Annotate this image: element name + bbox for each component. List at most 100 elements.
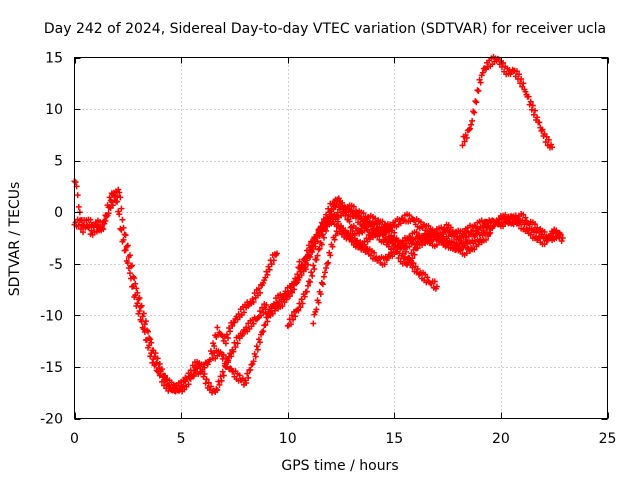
data-point <box>179 383 186 390</box>
data-point <box>225 359 232 366</box>
data-point <box>287 284 294 291</box>
data-point <box>296 258 303 265</box>
data-point <box>349 232 356 239</box>
data-point <box>367 222 374 229</box>
data-point <box>356 213 363 220</box>
data-point <box>322 269 329 276</box>
data-point <box>325 259 332 266</box>
data-point <box>441 225 448 232</box>
data-point <box>391 229 398 236</box>
data-point <box>522 88 529 95</box>
data-point <box>348 208 355 215</box>
data-point <box>403 240 410 247</box>
data-point <box>263 268 270 275</box>
data-point <box>264 271 271 278</box>
data-point <box>527 98 534 105</box>
data-point <box>407 258 414 265</box>
data-point <box>146 342 153 349</box>
data-point <box>92 221 99 228</box>
data-point <box>323 211 330 218</box>
data-point <box>220 372 227 379</box>
data-point <box>366 236 373 243</box>
data-point <box>323 265 330 272</box>
data-point <box>486 230 493 237</box>
data-point <box>105 210 112 217</box>
data-point <box>545 136 552 143</box>
data-point <box>381 261 388 268</box>
data-point <box>475 241 482 248</box>
data-point <box>417 219 424 226</box>
data-point <box>126 270 133 277</box>
data-point <box>397 220 404 227</box>
x-tick-label: 10 <box>279 431 297 447</box>
data-point <box>473 99 480 106</box>
data-point <box>318 241 325 248</box>
series-arc-2 <box>71 189 270 396</box>
axis-ticks <box>74 57 609 420</box>
data-point <box>495 215 502 222</box>
data-point <box>222 355 229 362</box>
data-point <box>162 377 169 384</box>
data-point <box>472 98 479 105</box>
data-point <box>526 101 533 108</box>
data-point <box>118 226 125 233</box>
data-point <box>457 237 464 244</box>
data-point <box>185 370 192 377</box>
data-point <box>532 221 539 228</box>
data-point <box>118 205 125 212</box>
data-point <box>388 249 395 256</box>
data-point <box>326 209 333 216</box>
data-point <box>393 248 400 255</box>
data-point <box>336 198 343 205</box>
data-point <box>135 310 142 317</box>
plot-frame <box>74 57 608 419</box>
data-point <box>342 227 349 234</box>
data-point <box>271 307 278 314</box>
data-point <box>185 381 192 388</box>
data-point <box>219 368 226 375</box>
data-point <box>77 226 84 233</box>
data-point <box>471 109 478 116</box>
data-point <box>276 300 283 307</box>
data-point <box>221 360 228 367</box>
data-point <box>292 313 299 320</box>
data-point <box>259 304 266 311</box>
data-point <box>140 310 147 317</box>
y-tick-label: 10 <box>45 102 63 118</box>
data-point <box>466 125 473 132</box>
data-point <box>256 289 263 296</box>
data-point <box>360 218 367 225</box>
data-point <box>290 316 297 323</box>
data-point <box>120 236 127 243</box>
data-point <box>520 211 527 218</box>
data-point <box>459 142 466 149</box>
data-point <box>122 232 129 239</box>
data-point <box>403 248 410 255</box>
data-point <box>139 313 146 320</box>
data-point <box>469 117 476 124</box>
data-point <box>255 336 262 343</box>
data-point <box>264 318 271 325</box>
data-point <box>431 278 438 285</box>
data-point <box>123 243 130 250</box>
data-point <box>119 216 126 223</box>
data-point <box>143 336 150 343</box>
y-tick-labels: 15 10 5 0 -5 -10 -15 -20 <box>40 51 63 428</box>
data-point <box>315 299 322 306</box>
data-point <box>315 228 322 235</box>
data-point <box>475 88 482 95</box>
y-tick-label: 0 <box>54 205 63 221</box>
data-point <box>532 107 539 114</box>
data-point <box>297 304 304 311</box>
data-point <box>542 138 549 145</box>
data-point <box>223 331 230 338</box>
y-tick-label: -10 <box>40 308 63 324</box>
data-point <box>433 241 440 248</box>
data-point <box>288 289 295 296</box>
data-point <box>204 361 211 368</box>
data-point <box>283 296 290 303</box>
data-point <box>269 310 276 317</box>
data-point <box>227 350 234 357</box>
chart-title: Day 242 of 2024, Sidereal Day-to-day VTE… <box>44 21 606 37</box>
data-point <box>468 121 475 128</box>
